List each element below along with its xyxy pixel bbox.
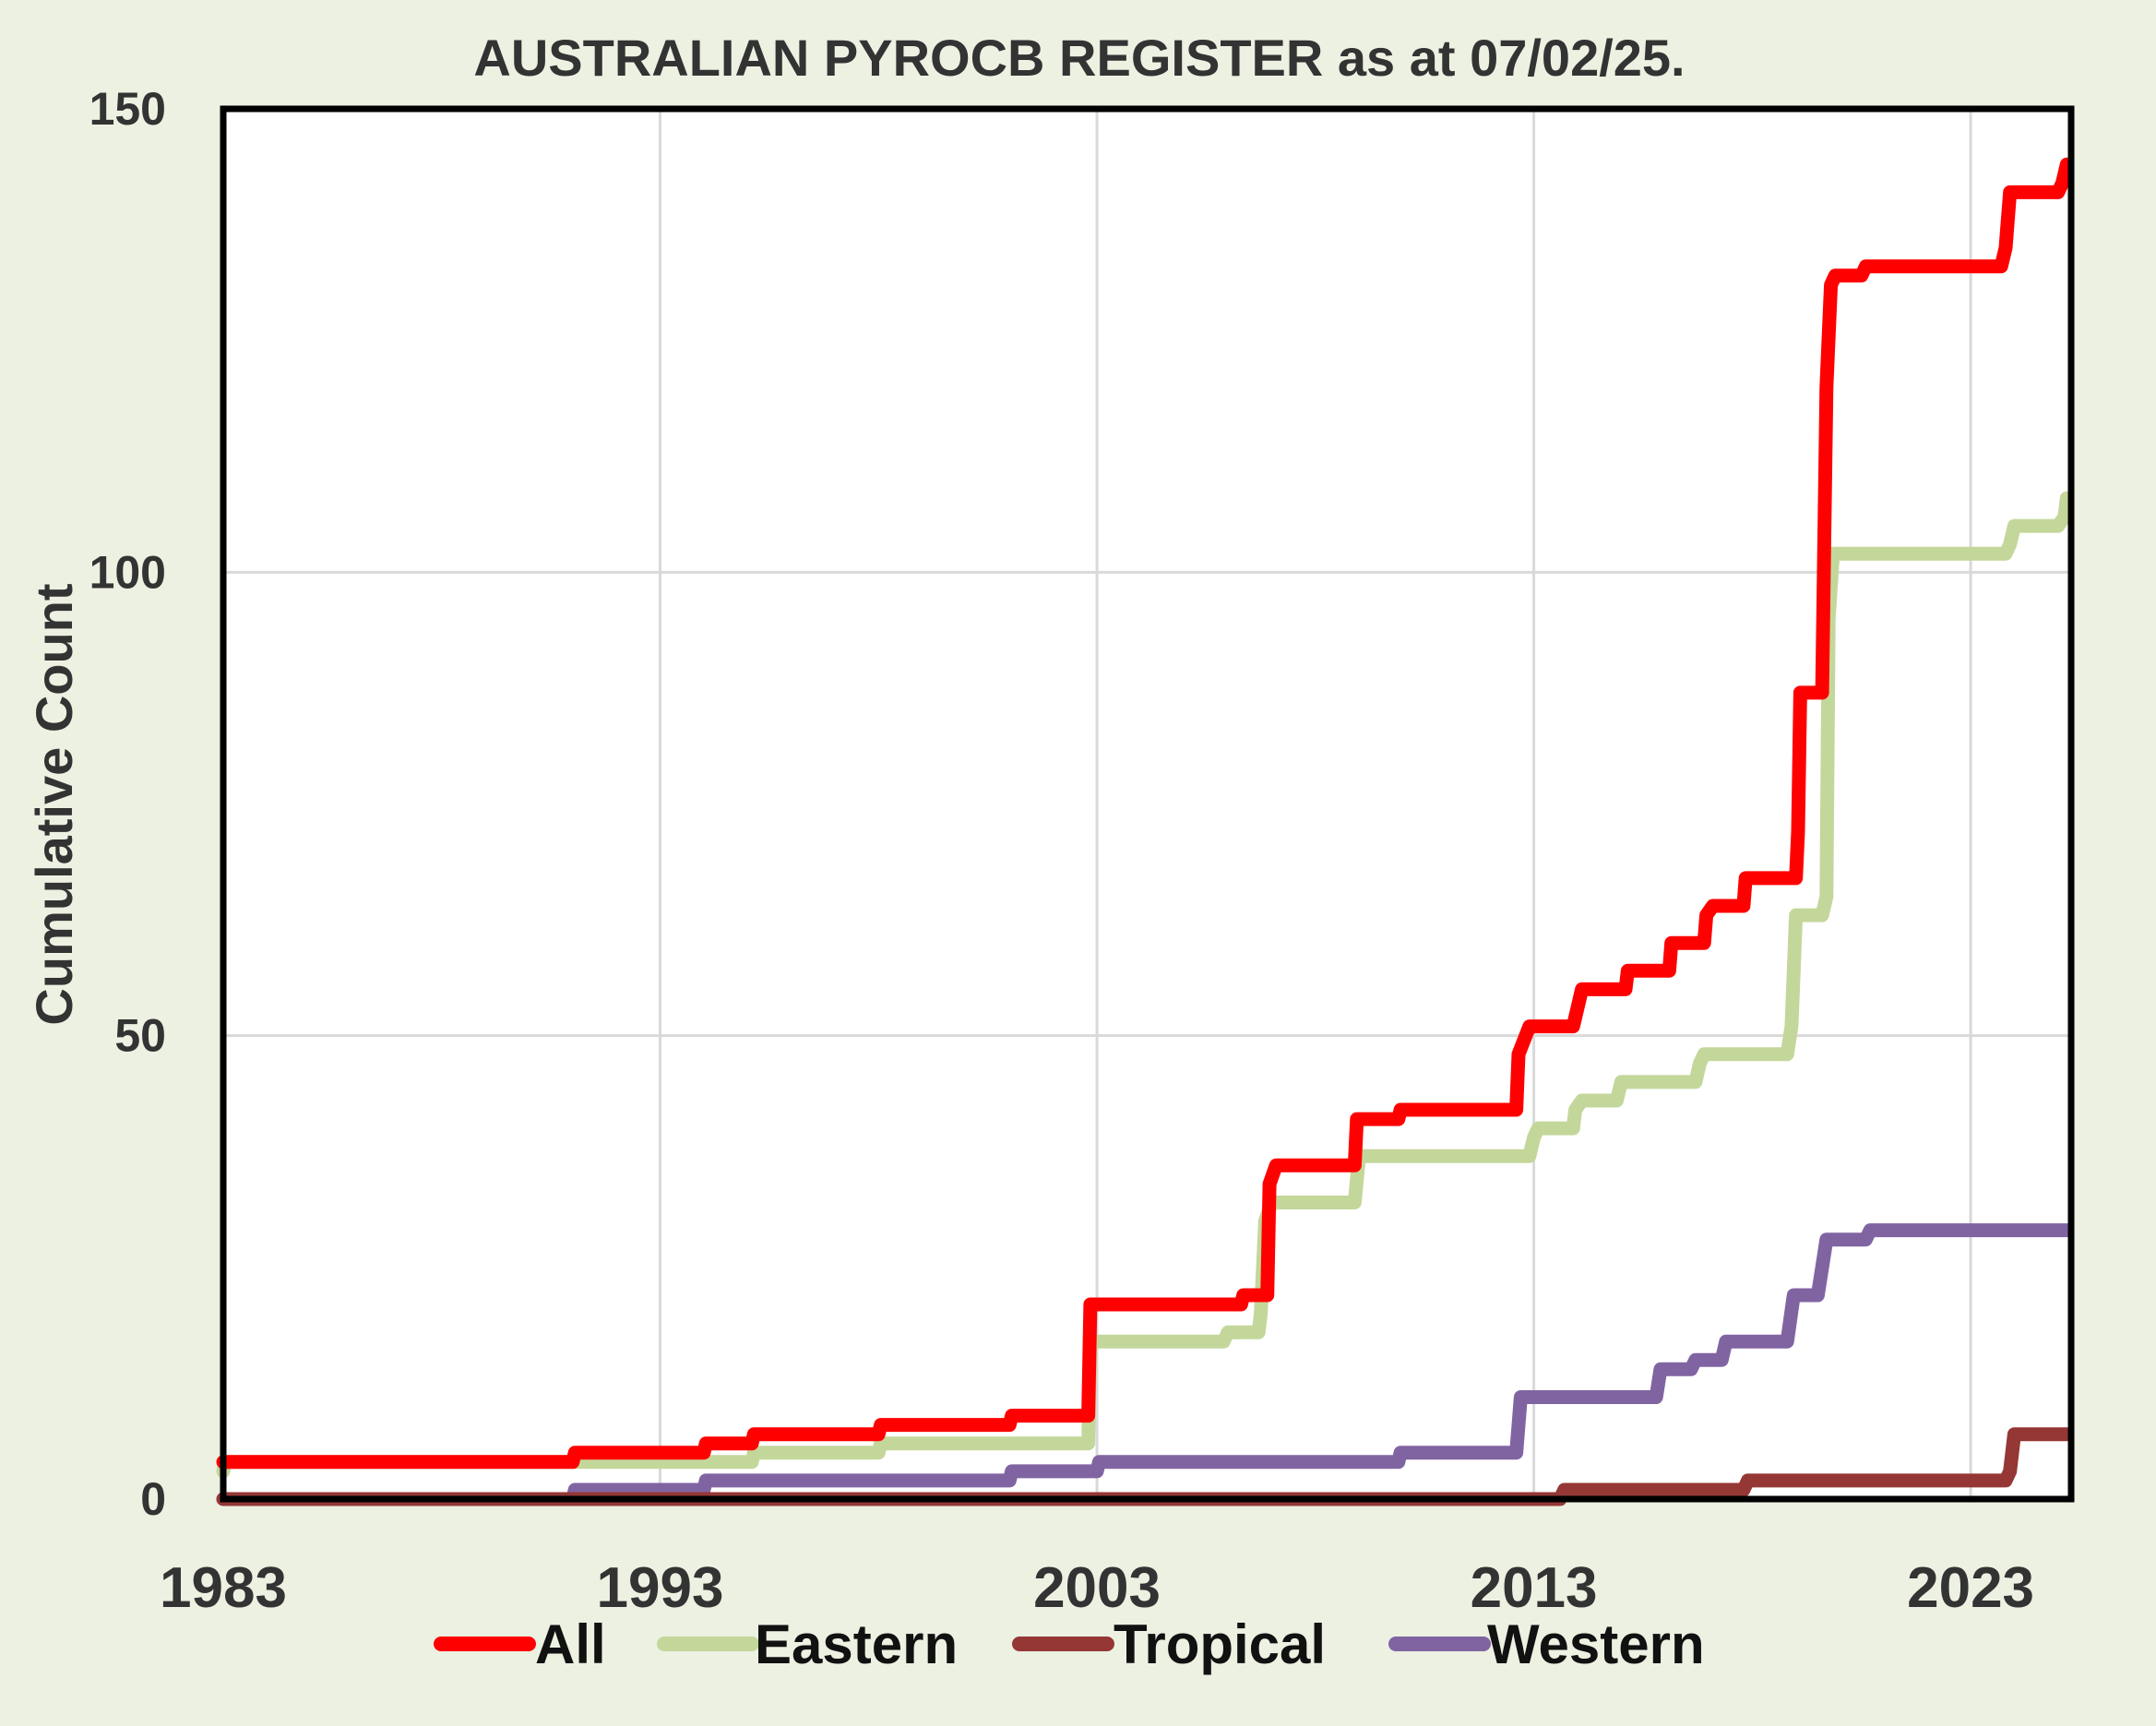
y-tick-label: 50 xyxy=(114,1010,166,1062)
legend: All Eastern Tropical Western xyxy=(434,1613,1705,1675)
x-tick-label: 2023 xyxy=(1907,1556,2034,1620)
y-axis-ticks: 0 50 100 150 xyxy=(89,83,166,1525)
y-axis-label: Cumulative Count xyxy=(25,583,83,1025)
x-tick-label: 2013 xyxy=(1471,1556,1598,1620)
x-tick-label: 1983 xyxy=(160,1556,287,1620)
legend-label-all: All xyxy=(535,1613,606,1675)
plot-border xyxy=(220,105,2075,1503)
x-axis-ticks: 1983 1993 2003 2013 2023 xyxy=(160,1556,2034,1620)
plot-area xyxy=(223,109,2071,1499)
series-group xyxy=(216,157,2074,1506)
x-tick-label: 2003 xyxy=(1033,1556,1161,1620)
y-tick-label: 100 xyxy=(89,546,166,598)
legend-label-eastern: Eastern xyxy=(755,1613,958,1675)
gridlines xyxy=(223,109,2071,1499)
legend-label-western: Western xyxy=(1487,1613,1705,1675)
legend-label-tropical: Tropical xyxy=(1114,1613,1326,1675)
series-line-all xyxy=(216,157,2074,1470)
series-line-western xyxy=(216,1223,2074,1506)
y-tick-label: 150 xyxy=(89,83,166,135)
chart-title: AUSTRALIAN PYROCB REGISTER as at 07/02/2… xyxy=(473,29,1685,87)
y-tick-label: 0 xyxy=(140,1473,166,1525)
x-tick-label: 1993 xyxy=(597,1556,724,1620)
